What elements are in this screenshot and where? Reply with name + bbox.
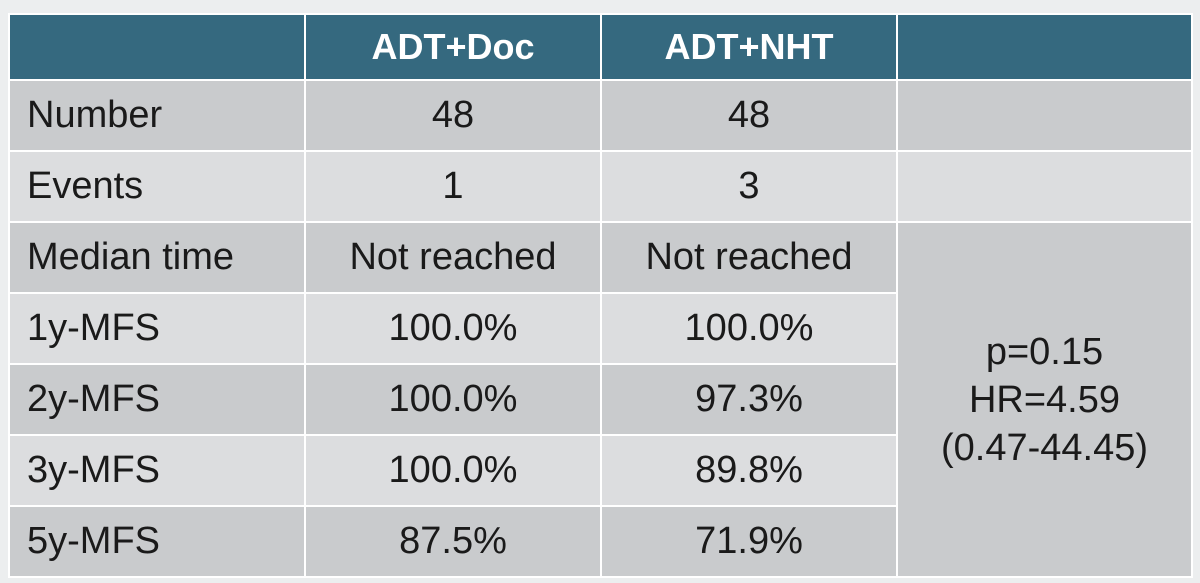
- results-table: ADT+Doc ADT+NHT Number 48 48 Events 1 3 …: [8, 13, 1193, 578]
- cell-empty: [896, 150, 1193, 223]
- cell-adt-nht: 100.0%: [600, 292, 898, 365]
- header-adt-nht: ADT+NHT: [600, 13, 898, 81]
- cell-adt-doc: 100.0%: [304, 363, 602, 436]
- table-row-events: Events 1 3: [8, 150, 1193, 223]
- header-empty-right: [896, 13, 1193, 81]
- row-label: 3y-MFS: [8, 434, 306, 507]
- table-row-5y-mfs: 5y-MFS 87.5% 71.9%: [8, 505, 1192, 578]
- table-row-2y-mfs: 2y-MFS 100.0% 97.3%: [8, 363, 1192, 436]
- cell-adt-nht: 97.3%: [600, 363, 898, 436]
- cell-adt-nht: 89.8%: [600, 434, 898, 507]
- cell-adt-doc: 1: [304, 150, 602, 223]
- table-row-1y-mfs: 1y-MFS 100.0% 100.0%: [8, 292, 1192, 365]
- row-label: 2y-MFS: [8, 363, 306, 436]
- cell-adt-nht: 48: [600, 79, 898, 152]
- cell-adt-doc: 87.5%: [304, 505, 602, 578]
- cell-adt-doc: 48: [304, 79, 602, 152]
- hazard-ratio: HR=4.59: [968, 378, 1121, 421]
- table-row-median-time: Median time Not reached Not reached p=0.…: [8, 221, 1193, 578]
- row-label: Median time: [8, 221, 306, 294]
- row-label: Number: [8, 79, 306, 152]
- cell-adt-doc: 100.0%: [304, 434, 602, 507]
- header-empty-left: [8, 13, 306, 81]
- results-table-container: ADT+Doc ADT+NHT Number 48 48 Events 1 3 …: [8, 13, 1193, 580]
- cell-adt-nht: 3: [600, 150, 898, 223]
- cell-adt-doc: 100.0%: [304, 292, 602, 365]
- row-label: Events: [8, 150, 306, 223]
- row-label: 5y-MFS: [8, 505, 306, 578]
- cell-adt-nht: Not reached: [600, 221, 898, 294]
- p-value: p=0.15: [985, 330, 1104, 373]
- row-label: 1y-MFS: [8, 292, 306, 365]
- table-row-3y-mfs: 3y-MFS 100.0% 89.8%: [8, 434, 1192, 507]
- header-row: ADT+Doc ADT+NHT: [8, 13, 1193, 81]
- stats-cell: p=0.15 HR=4.59 (0.47-44.45): [896, 221, 1193, 578]
- header-adt-doc: ADT+Doc: [304, 13, 602, 81]
- table-row-number: Number 48 48: [8, 79, 1193, 152]
- cell-adt-nht: 71.9%: [600, 505, 898, 578]
- confidence-interval: (0.47-44.45): [940, 426, 1148, 469]
- cell-empty: [896, 79, 1193, 152]
- cell-adt-doc: Not reached: [304, 221, 602, 294]
